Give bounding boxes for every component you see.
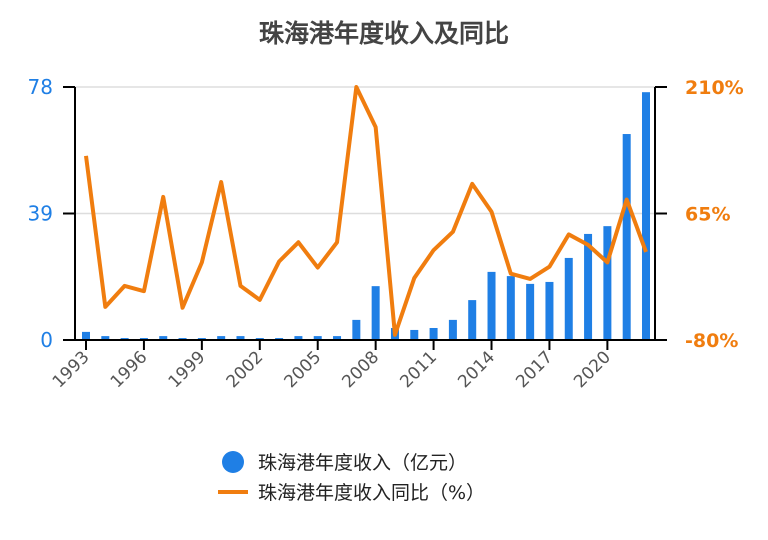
right-tick-label: 65% <box>685 204 730 226</box>
x-tick-label: 2002 <box>223 347 268 392</box>
legend-item-yoy: 珠海港年度收入同比（%） <box>218 478 486 505</box>
bar <box>313 336 322 340</box>
bar <box>468 300 477 340</box>
bar <box>333 336 342 340</box>
bar <box>82 331 90 340</box>
x-tick-label: 1999 <box>165 347 210 392</box>
legend-line-icon <box>218 489 248 494</box>
x-tick-label: 2017 <box>512 347 557 392</box>
x-tick-label: 2005 <box>281 347 326 392</box>
bar <box>352 319 361 340</box>
bar <box>526 283 535 340</box>
bar <box>545 281 554 340</box>
chart-title: 珠海港年度收入及同比 <box>258 19 509 48</box>
right-tick-label: 210% <box>685 77 744 99</box>
x-tick-label: 1996 <box>107 347 152 392</box>
x-tick-label: 2011 <box>396 347 441 392</box>
bar <box>217 336 226 340</box>
yoy-line <box>84 85 648 337</box>
bar <box>159 336 168 340</box>
bar <box>564 257 573 340</box>
bar <box>487 271 496 340</box>
legend-label: 珠海港年度收入同比（%） <box>258 482 486 504</box>
x-tick-label: 1993 <box>49 347 94 392</box>
bar <box>603 226 612 340</box>
x-tick-label: 2008 <box>338 347 383 392</box>
bar <box>448 319 457 340</box>
bar <box>506 276 515 340</box>
bar <box>642 92 650 340</box>
bar <box>294 336 303 340</box>
bar <box>429 327 438 340</box>
bar <box>410 329 419 340</box>
legend-item-revenue: 珠海港年度收入（亿元） <box>222 448 467 475</box>
bar <box>236 336 245 340</box>
bar <box>101 336 110 340</box>
x-tick-label: 2020 <box>570 347 615 392</box>
left-tick-label: 0 <box>40 328 53 352</box>
bar <box>584 233 593 340</box>
legend-label: 珠海港年度收入（亿元） <box>258 452 468 474</box>
left-tick-label: 78 <box>28 75 53 99</box>
bar <box>371 286 380 340</box>
left-tick-label: 39 <box>28 202 53 226</box>
bar <box>622 134 631 340</box>
x-tick-label: 2014 <box>454 347 499 392</box>
right-tick-label: -80% <box>685 330 738 352</box>
legend-dot-icon <box>222 450 244 473</box>
